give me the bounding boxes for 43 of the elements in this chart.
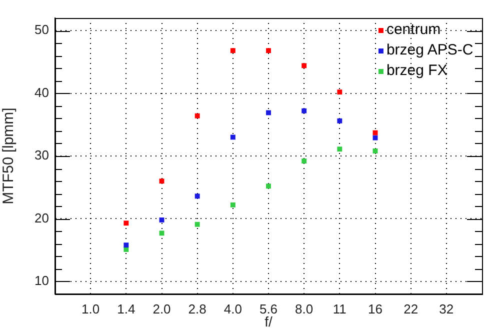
x-tick-label: 8.0 [295, 301, 314, 316]
point [372, 130, 378, 136]
x-tick-label: 32 [439, 301, 454, 316]
point [159, 178, 164, 184]
point [302, 158, 307, 164]
legend-label: centrum [386, 21, 441, 38]
legend-label: brzeg APS-C [386, 42, 474, 59]
y-tick-label: 30 [34, 148, 49, 163]
point [124, 220, 129, 226]
point [372, 148, 378, 154]
x-tick-label: 11 [332, 301, 346, 316]
point [337, 118, 342, 124]
x-tick-label: 16 [368, 301, 382, 316]
x-tick-label: 1.0 [82, 301, 100, 316]
point [266, 184, 271, 189]
point [302, 63, 307, 68]
point [266, 48, 271, 54]
y-axis-title: MTF50 [lpmm] [0, 108, 18, 204]
x-tick-label: 2.0 [152, 301, 171, 316]
x-tick-label: 22 [404, 301, 418, 316]
point [159, 230, 164, 236]
point [302, 108, 307, 114]
point [372, 135, 378, 140]
point [337, 90, 342, 94]
x-tick-label: 1.4 [117, 301, 136, 316]
point [194, 222, 200, 227]
point [194, 194, 200, 199]
point [124, 246, 129, 252]
point [230, 48, 236, 54]
point [124, 242, 129, 248]
point [230, 202, 236, 208]
x-tick-label: 2.8 [188, 301, 206, 316]
y-tick-label: 20 [34, 210, 49, 226]
x-tick-label: 4.0 [224, 301, 242, 316]
point [337, 146, 342, 152]
point [266, 110, 271, 116]
legend-label: brzeg FX [386, 62, 448, 80]
point [194, 113, 200, 118]
y-tick-label: 40 [34, 84, 49, 100]
point [230, 134, 236, 140]
y-tick-label: 10 [34, 273, 49, 288]
point [159, 218, 164, 222]
y-tick-label: 50 [34, 22, 49, 38]
